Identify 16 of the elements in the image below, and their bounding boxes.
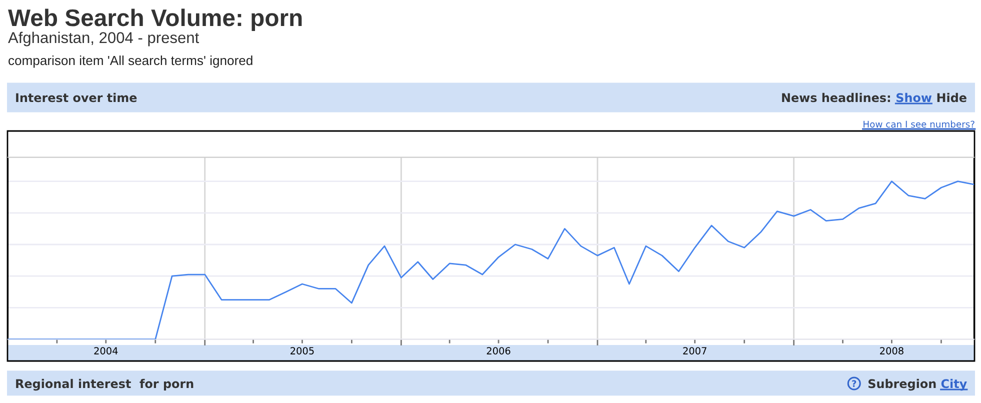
x-tick-label: 2004 xyxy=(94,347,118,354)
text: Show xyxy=(896,92,932,102)
x-tick-label: 2008 xyxy=(880,347,904,354)
x-tick-label: 2005 xyxy=(290,347,314,354)
text: Subregion xyxy=(868,378,936,391)
chart-title: Web Search Volume: porn xyxy=(8,8,302,31)
text: Regional interest for porn xyxy=(16,378,194,391)
text: How can I see numbers? xyxy=(864,120,974,128)
text: Interest over time xyxy=(16,92,137,102)
x-tick-label: 2007 xyxy=(683,347,706,354)
chart-subtitle: Afghanistan, 2004 - present xyxy=(8,32,200,46)
text: City xyxy=(941,378,967,391)
x-tick-label: 2006 xyxy=(486,347,510,354)
text: comparison item 'All search terms' ignored xyxy=(8,56,252,68)
text: Hide xyxy=(937,92,966,102)
text: News headlines: xyxy=(782,92,890,102)
